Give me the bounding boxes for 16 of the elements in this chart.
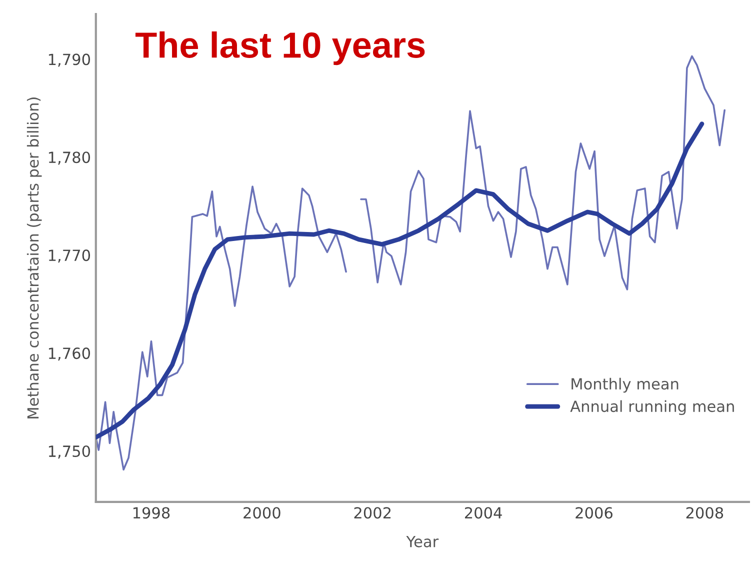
chart-title: The last 10 years xyxy=(135,31,425,66)
y-tick-label: 1,790 xyxy=(48,54,90,67)
legend-label: Monthly mean xyxy=(572,378,678,393)
x-tick-label: 2002 xyxy=(354,507,391,519)
y-tick-label: 1,780 xyxy=(48,152,90,165)
x-tick-label: 2006 xyxy=(576,507,612,519)
legend-label: Annual running mean xyxy=(570,400,734,416)
x-tick-label: 2008 xyxy=(686,507,724,519)
x-tick-label: 2004 xyxy=(464,507,502,519)
y-tick-label: 1,770 xyxy=(48,250,90,263)
y-tick-label: 1,760 xyxy=(48,348,90,361)
y-axis-title: Methane concentrataion (parts per billion) xyxy=(26,98,42,418)
x-axis-title: Year xyxy=(406,536,439,548)
x-tick-label: 1998 xyxy=(133,507,170,519)
y-tick-label: 1,750 xyxy=(48,445,90,459)
x-tick-label: 2000 xyxy=(244,507,280,519)
